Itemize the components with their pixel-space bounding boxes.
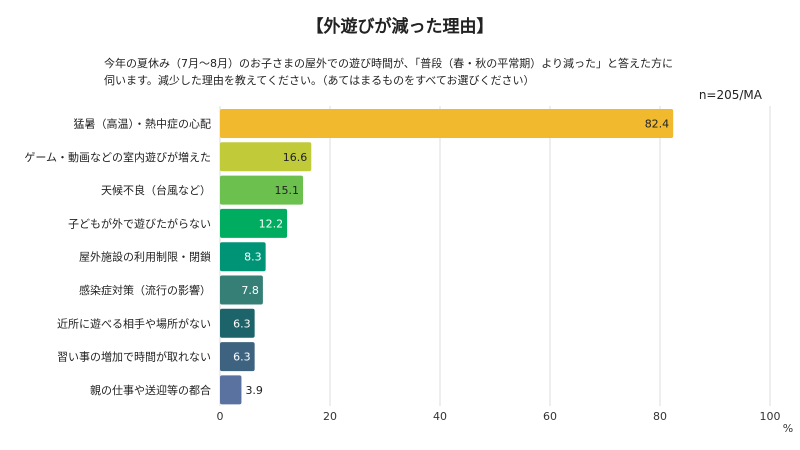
data-label: 6.3: [233, 317, 251, 330]
bar: [220, 242, 266, 272]
bar: [220, 109, 674, 138]
category-label: 子どもが外で遊びたがらない: [68, 216, 211, 230]
data-label: 16.6: [283, 151, 308, 164]
chart-subtitle: 今年の夏休み（7月～8月）のお子さまの屋外での遊び時間が、「普段（春・秋の平常期…: [104, 55, 744, 89]
category-label: ゲーム・動画などの室内遊びが増えた: [24, 150, 211, 164]
category-label: 猛暑（高温）・熱中症の心配: [74, 117, 212, 131]
data-label: 7.8: [241, 284, 259, 297]
x-tick-label: 80: [653, 410, 667, 423]
subtitle-line: 今年の夏休み（7月～8月）のお子さまの屋外での遊び時間が、「普段（春・秋の平常期…: [104, 57, 674, 70]
category-label: 屋外施設の利用制限・閉鎖: [79, 250, 211, 264]
unit-label: %: [783, 422, 793, 435]
data-label: 8.3: [244, 251, 262, 264]
chart-title: 【外遊びが減った理由】: [306, 17, 494, 37]
bar: [220, 342, 255, 372]
data-label: 6.3: [233, 351, 251, 364]
bar: [220, 308, 255, 338]
x-tick-label: 60: [543, 410, 557, 423]
data-label: 82.4: [645, 118, 670, 131]
sample-note: n=205/MA: [698, 88, 762, 102]
x-tick-label: 40: [433, 410, 447, 423]
category-label: 近所に遊べる相手や場所がない: [57, 316, 211, 330]
bar: [220, 375, 242, 405]
bar: [220, 175, 304, 205]
x-tick-label: 20: [323, 410, 337, 423]
data-label: 3.9: [245, 384, 263, 397]
subtitle-line: 伺います。減少した理由を教えてください。（あてはまるものをすべてお選びください）: [104, 74, 535, 87]
x-tick-label: 100: [760, 410, 781, 423]
data-label: 12.2: [259, 217, 284, 230]
category-label: 親の仕事や送迎等の都合: [90, 383, 211, 397]
category-label: 天候不良（台風など）: [101, 183, 211, 197]
data-label: 15.1: [275, 184, 300, 197]
x-tick-label: 0: [217, 410, 224, 423]
bar: [220, 208, 288, 238]
category-label: 習い事の増加で時間が取れない: [57, 350, 211, 364]
category-label: 感染症対策（流行の影響）: [79, 283, 211, 297]
bar: [220, 275, 263, 305]
bar: [220, 142, 312, 172]
